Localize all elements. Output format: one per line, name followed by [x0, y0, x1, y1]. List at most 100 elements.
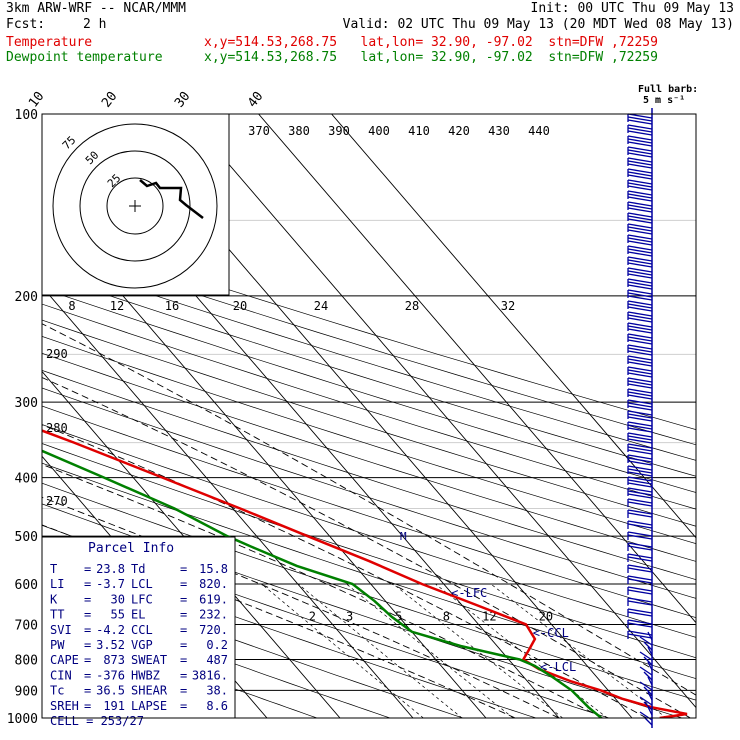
wind-barb [627, 256, 653, 262]
dry-adiabat [42, 336, 696, 544]
wind-barb [627, 328, 653, 334]
parcel-equals: = [180, 577, 187, 591]
wind-barb [627, 240, 653, 246]
parcel-param-name: SVI [50, 623, 72, 637]
wind-barb [627, 185, 653, 191]
parcel-equals: = [180, 592, 187, 606]
parcel-equals: = [84, 608, 91, 622]
wind-barb [627, 182, 653, 188]
mixing-ratio-label: 3 [346, 609, 353, 623]
wind-barb [627, 542, 653, 548]
wind-barb [627, 589, 653, 595]
dewpoint-profile [42, 449, 603, 718]
wind-barb [627, 215, 653, 221]
parcel-equals: = [84, 592, 91, 606]
wind-barb [627, 421, 653, 427]
parcel-param-name: VGP [131, 638, 153, 652]
wind-barb [627, 234, 653, 240]
parcel-equals: = [84, 577, 91, 591]
hodograph-axis-label: 8 [68, 299, 75, 313]
wind-barb [627, 113, 653, 119]
moist-adiabat [42, 376, 691, 718]
wind-barb [627, 259, 653, 265]
wind-barb [627, 402, 653, 408]
wind-barb [627, 410, 653, 416]
level-annotation: <-CCL [533, 626, 569, 640]
wind-legend-title: Full barb: [638, 84, 698, 95]
parcel-param-value: 0.2 [206, 638, 228, 652]
wind-barb [627, 190, 653, 196]
parcel-equals: = [84, 653, 91, 667]
level-annotation: <-LCL [540, 660, 576, 674]
dry-adiabat [42, 482, 696, 701]
dry-adiabat [42, 424, 696, 638]
wind-barb [647, 646, 653, 656]
wind-barb [627, 556, 653, 562]
wind-barb [627, 245, 653, 251]
wind-barb [627, 300, 653, 306]
mixing-ratio-line [261, 583, 424, 718]
wind-barb [627, 482, 653, 488]
wind-barb [627, 460, 653, 466]
wind-barb [627, 270, 653, 276]
hodograph-ring [106, 177, 164, 235]
wind-barb [627, 325, 653, 331]
dry-adiabat [42, 462, 696, 679]
wind-barb [627, 339, 653, 345]
wind-barb [627, 284, 653, 290]
theta-side-label: 290 [46, 347, 68, 361]
wind-barb [627, 633, 653, 639]
theta-label: 420 [448, 124, 470, 138]
dry-adiabat [42, 569, 464, 718]
wind-barb [627, 163, 653, 169]
wind-barb [627, 179, 653, 185]
mixing-ratio-label: 5 [395, 609, 402, 623]
wind-barb [627, 358, 653, 364]
wind-barb [627, 498, 653, 504]
wind-barb [627, 306, 653, 312]
wind-barb [627, 564, 653, 570]
wind-barb [627, 218, 653, 224]
parcel-param-value: 30 [111, 592, 125, 606]
wind-barb [627, 479, 653, 485]
mixing-ratio-label: 8 [443, 609, 450, 623]
forecast-value: 2 h [83, 17, 107, 32]
wind-barb [627, 248, 653, 254]
theta-label: 440 [528, 124, 550, 138]
wind-barb [647, 661, 653, 671]
wind-barb [643, 671, 653, 681]
hodograph-axis-label: 12 [110, 299, 124, 313]
wind-barb [627, 152, 653, 158]
dry-adiabat [42, 228, 696, 430]
parcel-param-name: CAPE [50, 653, 79, 667]
init-time: Init: 00 UTC Thu 09 May 13 [530, 1, 735, 16]
dry-adiabat [42, 288, 696, 493]
wind-barb [627, 303, 653, 309]
parcel-param-value: 873 [103, 653, 125, 667]
wind-barb [627, 369, 653, 375]
wind-barb [627, 435, 653, 441]
theta-side-label: 280 [46, 421, 68, 435]
wind-barb [627, 350, 653, 356]
dry-adiabat [42, 369, 696, 581]
parcel-param-value: 23.8 [96, 562, 125, 576]
mixing-ratio-line [490, 583, 667, 718]
wind-barb [627, 314, 653, 320]
parcel-param-value: 3.52 [96, 638, 125, 652]
wind-barb [627, 468, 653, 474]
wind-barb [627, 512, 653, 518]
parcel-param-name: Td [131, 562, 145, 576]
hodograph-axis-label: 28 [405, 299, 419, 313]
wind-barb [627, 193, 653, 199]
wind-barb [643, 686, 653, 696]
parcel-param-name: Tc [50, 684, 64, 698]
parcel-param-value: 55 [111, 608, 125, 622]
wind-barb [627, 619, 653, 625]
hodograph-ring [79, 150, 191, 262]
parcel-param-name: PW [50, 638, 65, 652]
pressure-label: 200 [15, 290, 38, 305]
parcel-param-name: TT [50, 608, 64, 622]
wind-barb [627, 295, 653, 301]
theta-side-label: 270 [46, 494, 68, 508]
pressure-label: 600 [15, 578, 38, 593]
